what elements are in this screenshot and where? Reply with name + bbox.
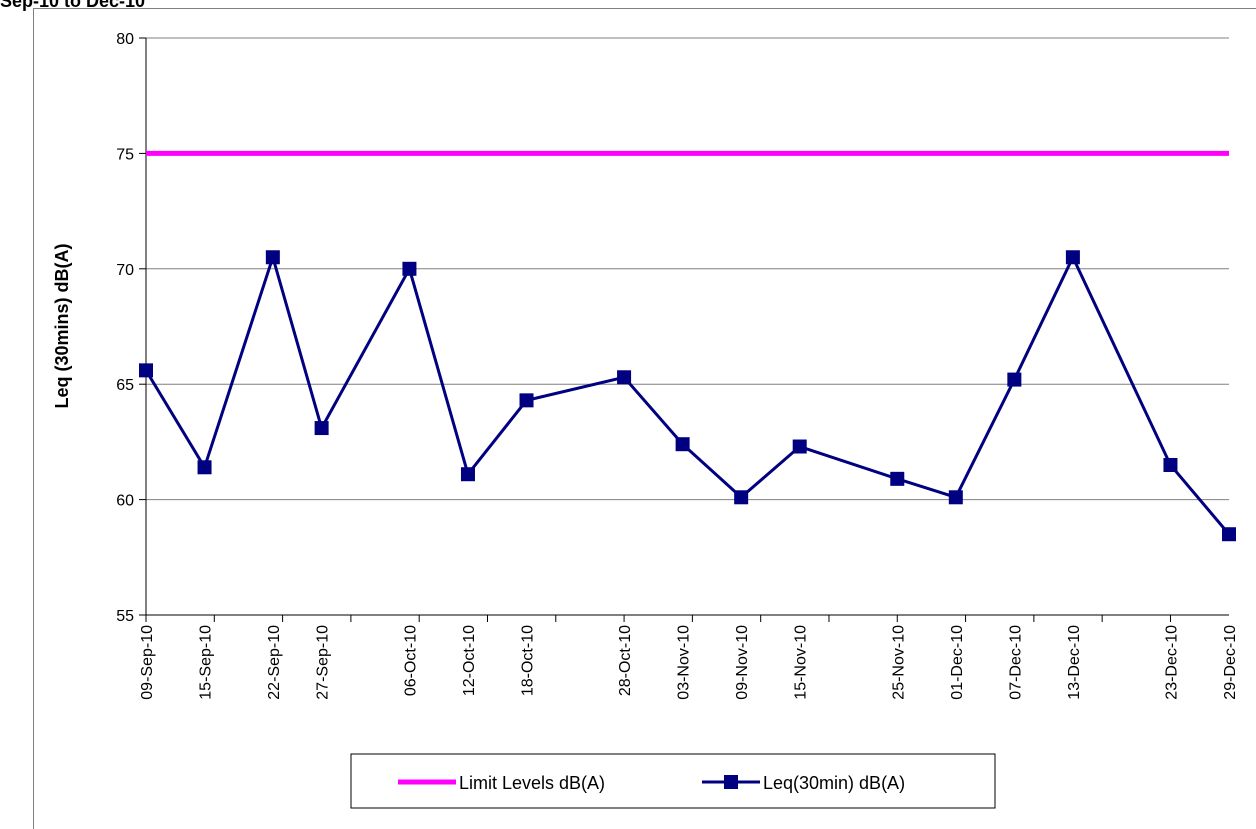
x-tick-labels: 09-Sep-10 15-Sep-10 22-Sep-10 27-Sep-10 06-O… — [139, 625, 1239, 700]
data-point — [948, 490, 963, 505]
x-tick-label: 23-Dec-10 — [1163, 625, 1180, 700]
x-tick-label: 12-Oct-10 — [461, 625, 478, 696]
legend: Limit Levels dB(A) Leq(30min) dB(A) — [350, 753, 996, 809]
data-point — [402, 261, 417, 276]
x-tick-label: 07-Dec-10 — [1007, 625, 1024, 700]
x-tick-label: 03-Nov-10 — [676, 625, 693, 700]
data-point — [1007, 372, 1022, 387]
y-tick-label: 55 — [116, 608, 134, 625]
data-point — [314, 421, 329, 436]
x-tick-label: 15-Sep-10 — [198, 625, 215, 700]
y-tick-label: 75 — [116, 146, 134, 163]
data-point — [1222, 527, 1236, 542]
leq-line — [144, 252, 1231, 536]
y-tick-label: 65 — [116, 377, 134, 394]
x-tick-label: 18-Oct-10 — [520, 625, 537, 696]
data-point — [197, 460, 212, 475]
data-point — [890, 471, 905, 486]
y-tick-labels: 55 60 65 70 75 80 — [116, 31, 134, 625]
data-point — [265, 250, 280, 265]
y-axis-title: Leq (30mins) dB(A) — [52, 243, 72, 408]
data-point — [675, 437, 690, 452]
x-tick-label: 09-Sep-10 — [139, 625, 156, 700]
x-tick-label: 01-Dec-10 — [949, 625, 966, 700]
chart-frame — [33, 8, 1256, 829]
legend-label-leq: Leq(30min) dB(A) — [763, 773, 905, 793]
legend-box — [350, 753, 996, 809]
data-point — [734, 490, 749, 505]
x-tick-label: 09-Nov-10 — [734, 625, 751, 700]
y-tick-label: 60 — [116, 493, 134, 510]
y-tick-label: 70 — [116, 262, 134, 279]
x-tick-label: 29-Dec-10 — [1222, 625, 1239, 700]
data-point — [617, 370, 632, 385]
legend-label-limit: Limit Levels dB(A) — [459, 773, 605, 793]
x-tick-label: 13-Dec-10 — [1066, 625, 1083, 700]
axes — [139, 37, 1229, 622]
x-tick-label: 22-Sep-10 — [266, 625, 283, 700]
data-point — [1065, 250, 1080, 265]
page-title: Sep-10 to Dec-10 — [0, 0, 146, 11]
data-point — [139, 363, 153, 378]
x-tick-label: 06-Oct-10 — [402, 625, 419, 696]
data-point — [792, 439, 807, 454]
x-tick-label: 25-Nov-10 — [890, 625, 907, 700]
x-tick-label: 15-Nov-10 — [793, 625, 810, 700]
x-tick-label: 28-Oct-10 — [617, 625, 634, 696]
y-tick-label: 80 — [116, 31, 134, 48]
data-point — [1163, 457, 1178, 472]
legend-marker-leq — [724, 775, 738, 789]
data-point — [519, 393, 534, 408]
data-point — [460, 467, 475, 482]
series-leq — [139, 250, 1236, 542]
x-tick-label: 27-Sep-10 — [315, 625, 332, 700]
series-layer — [139, 150, 1236, 542]
